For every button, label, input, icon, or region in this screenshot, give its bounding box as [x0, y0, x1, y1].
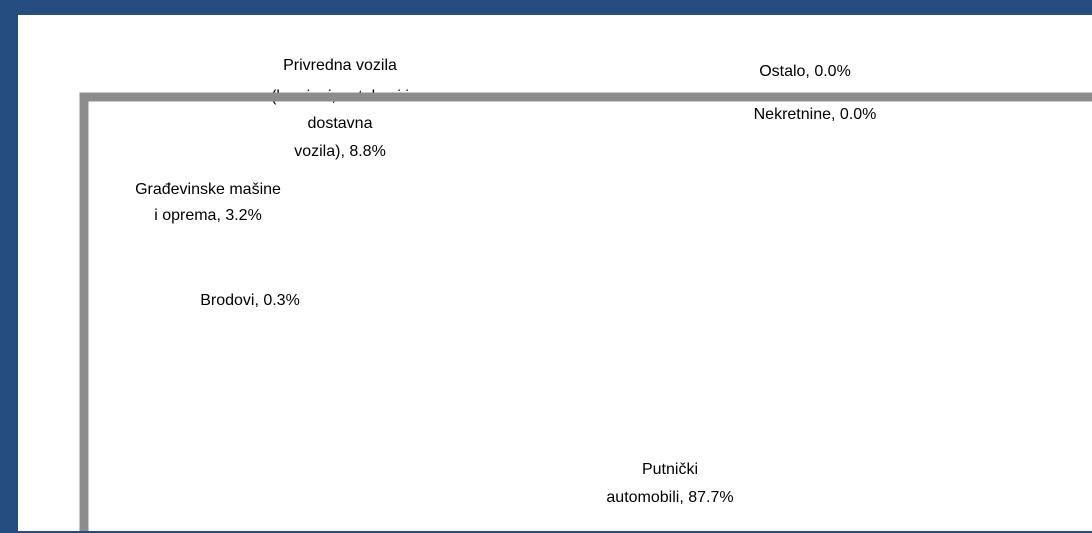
labels: Ostalo, 0.0% Nekretnine, 0.0% Putnički auto…	[135, 57, 876, 506]
data-label: i oprema, 3.2%	[154, 207, 262, 224]
data-label: Nekretnine, 0.0%	[754, 106, 877, 123]
top-border	[0, 0, 1092, 15]
data-label: automobili, 87.7%	[606, 489, 733, 506]
data-label: Brodovi, 0.3%	[200, 292, 300, 309]
pie-slice	[459, 109, 561, 302]
pie	[369, 109, 751, 491]
data-label: Ostalo, 0.0%	[759, 63, 851, 80]
data-label: vozila), 8.8%	[294, 143, 386, 160]
frame	[79, 92, 1092, 533]
bottom-border	[0, 531, 1092, 533]
data-label: Privredna vozila	[283, 57, 397, 74]
data-label: Putnički	[642, 461, 698, 478]
data-label: dostavna	[308, 115, 373, 132]
left-border	[0, 0, 18, 533]
data-label: Građevinske mašine	[135, 181, 281, 198]
